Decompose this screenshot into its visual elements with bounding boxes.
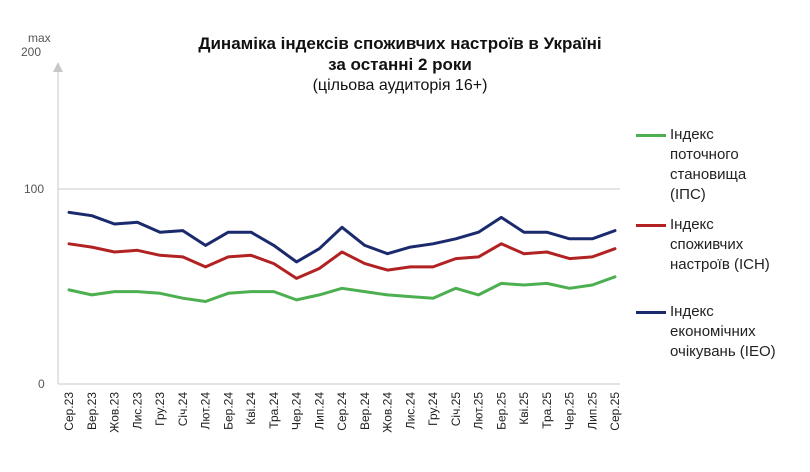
- x-tick-label: Бер.25: [494, 392, 508, 430]
- legend-label-ips-line-3: становища: [670, 166, 747, 183]
- series-line-ieo: [67, 210, 617, 264]
- x-tick-label: Січ.24: [176, 392, 190, 427]
- chart-title-line-1: Динаміка індексів споживчих настроїв в У…: [198, 34, 602, 53]
- legend-label-ieo-line-2: економічних: [670, 323, 756, 340]
- x-tick-label: Лют.24: [199, 392, 213, 430]
- x-tick-label: Кві.24: [244, 392, 258, 425]
- chart-subtitle: (цільова аудиторія 16+): [312, 77, 488, 94]
- x-tick-label: Сер.24: [335, 392, 349, 431]
- x-tick-label: Гру.24: [426, 392, 440, 426]
- x-tick-label: Кві.25: [517, 392, 531, 425]
- x-tick-label: Лют.25: [472, 392, 486, 430]
- x-tick-label: Вер.23: [85, 392, 99, 430]
- x-tick-label: Лис.24: [403, 392, 417, 430]
- legend-swatch-ieo: [636, 311, 666, 314]
- series-line-ips: [67, 275, 617, 303]
- legend-label-isn-line-3: настроїв (ІСН): [670, 256, 770, 273]
- legend-label-isn-line-1: Індекс: [670, 216, 714, 233]
- x-tick-label: Лип.24: [312, 392, 326, 430]
- legend-label-ips-line-4: (ІПС): [670, 186, 706, 203]
- x-tick-label: Чер.25: [563, 392, 577, 430]
- x-tick-label: Січ.25: [449, 392, 463, 427]
- x-tick-label: Лип.25: [585, 392, 599, 430]
- x-tick-label: Вер.24: [358, 392, 372, 430]
- x-tick-label: Гру.23: [153, 392, 167, 426]
- x-tick-label: Жов.23: [108, 392, 122, 433]
- y-axis-max-label: max: [28, 31, 51, 45]
- y-tick-label-100: 100: [24, 182, 44, 196]
- y-axis-arrow: [53, 62, 63, 72]
- x-tick-label: Чер.24: [290, 392, 304, 430]
- legend-swatch-isn: [636, 224, 666, 227]
- x-tick-label: Сер.23: [62, 392, 76, 431]
- chart-title-line-2: за останні 2 роки: [328, 55, 472, 74]
- legend-label-ieo-line-1: Індекс: [670, 303, 714, 320]
- series-layer: [67, 210, 617, 303]
- x-tick-labels: Сер.23 Вер.23 Жов.23 Лис.23 Гру.23 Січ.24 Лют.…: [62, 392, 622, 433]
- x-tick-label: Сер.25: [608, 392, 622, 431]
- y-tick-label-200: 200: [21, 45, 41, 59]
- legend-label-ips-line-1: Індекс: [670, 126, 714, 143]
- chart-title: Динаміка індексів споживчих настроїв в У…: [140, 33, 660, 75]
- x-tick-label: Тра.24: [267, 392, 281, 429]
- y-tick-label-0: 0: [38, 377, 45, 391]
- series-line-isn: [67, 242, 617, 280]
- legend-swatch-ips: [636, 134, 666, 137]
- legend-label-isn-line-2: споживчих: [670, 236, 744, 253]
- x-tick-label: Лис.23: [130, 392, 144, 430]
- x-tick-label: Тра.25: [540, 392, 554, 429]
- x-tick-label: Бер.24: [221, 392, 235, 430]
- x-tick-label: Жов.24: [381, 392, 395, 433]
- legend-label-ieo-line-3: очікувань (ІЕО): [670, 343, 776, 360]
- legend-label-ips-line-2: поточного: [670, 146, 739, 163]
